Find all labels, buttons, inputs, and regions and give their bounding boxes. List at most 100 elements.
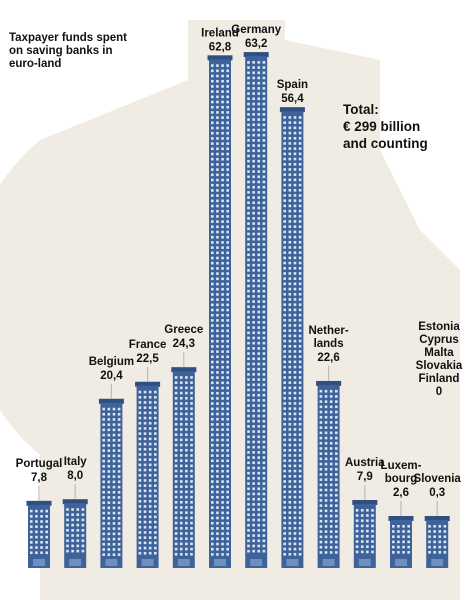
bar-window xyxy=(298,506,302,509)
bar-window xyxy=(216,90,219,93)
bar-window xyxy=(262,144,266,147)
bar-window xyxy=(247,258,250,262)
bar-window xyxy=(35,541,38,544)
bar-window xyxy=(262,191,266,194)
bar-window xyxy=(283,147,286,150)
bar-window xyxy=(211,251,214,255)
bar-window xyxy=(179,537,183,540)
bar-window xyxy=(252,497,255,501)
bar-window xyxy=(117,490,121,494)
bar-window xyxy=(293,246,297,249)
bar-window xyxy=(319,462,323,466)
bar-window xyxy=(262,471,266,475)
bar-window xyxy=(179,428,183,431)
bar-window xyxy=(366,519,369,523)
bar-window xyxy=(443,545,447,549)
bar-window xyxy=(216,428,219,431)
bar-window xyxy=(138,468,142,472)
bar-window xyxy=(247,222,250,225)
bar-window xyxy=(221,90,224,93)
bar-window xyxy=(112,485,116,489)
bar-window xyxy=(252,295,255,298)
bar-window xyxy=(252,258,255,262)
bar-window xyxy=(211,553,214,556)
bar-window xyxy=(293,204,297,208)
bar-window xyxy=(211,287,214,291)
bar-window xyxy=(211,516,214,520)
bar-window xyxy=(283,261,286,265)
bar-window xyxy=(283,402,286,405)
bar-window xyxy=(179,396,183,400)
bar-window xyxy=(71,523,74,527)
bar-window xyxy=(154,401,157,404)
bar-window xyxy=(283,162,286,166)
bar-window xyxy=(112,496,116,499)
bar-window xyxy=(298,209,302,213)
bar-window xyxy=(283,454,286,457)
bar-window xyxy=(221,475,224,478)
bar-window xyxy=(293,407,297,410)
bar-window xyxy=(107,449,111,452)
bar-window xyxy=(117,444,121,447)
bar-window xyxy=(154,473,157,477)
bar-window xyxy=(107,496,111,499)
bar-window xyxy=(138,489,142,493)
bar-window xyxy=(211,469,214,473)
bar-roof xyxy=(98,398,124,404)
bar-window xyxy=(148,416,152,420)
bar-window xyxy=(252,544,255,548)
bar-window xyxy=(257,149,261,153)
category-label-luxembourg-1: Luxem- xyxy=(381,460,422,472)
bar-window xyxy=(148,489,152,493)
bar-window xyxy=(293,183,297,187)
bar-window xyxy=(154,411,157,415)
bar-window xyxy=(324,540,328,544)
bar-window xyxy=(221,313,224,317)
bar-window xyxy=(288,324,292,327)
bar-window xyxy=(252,175,255,179)
bar-window xyxy=(148,453,152,456)
bar-window xyxy=(154,416,157,420)
bar-window xyxy=(247,310,250,314)
bar-window xyxy=(252,388,255,392)
bar-window xyxy=(252,435,255,439)
bar-window xyxy=(335,551,338,554)
bar-window xyxy=(293,324,297,327)
bar-window xyxy=(45,525,48,529)
bar-window xyxy=(329,452,333,455)
bar-window xyxy=(107,407,111,411)
bar-window xyxy=(360,535,364,538)
bar-window xyxy=(283,448,286,452)
bar-window xyxy=(262,409,266,413)
bar-window xyxy=(221,261,224,265)
bar-window xyxy=(148,447,152,451)
bar-window xyxy=(288,516,292,520)
bar-window xyxy=(293,256,297,260)
bar-window xyxy=(117,423,121,426)
bar-roof xyxy=(26,500,52,506)
bar-window xyxy=(262,451,266,454)
bar-window xyxy=(252,232,255,236)
bar-window xyxy=(102,428,105,432)
bar-window xyxy=(154,489,157,493)
bar-window xyxy=(262,97,266,101)
bar-window xyxy=(252,357,255,361)
bar-window xyxy=(288,402,292,405)
bar-window xyxy=(190,391,193,395)
bar-window xyxy=(226,64,229,67)
bar-window xyxy=(143,432,147,435)
bar-window xyxy=(293,344,297,348)
bar-window xyxy=(288,396,292,400)
bar-window xyxy=(371,540,374,543)
bar-window xyxy=(216,157,219,161)
bar-window xyxy=(221,542,224,546)
bar-window xyxy=(298,480,302,483)
bar-window xyxy=(257,81,261,85)
bar-window xyxy=(283,438,286,442)
bar-window xyxy=(438,525,442,528)
bar-window xyxy=(319,421,323,424)
bar-window xyxy=(226,516,229,520)
bar-window xyxy=(247,217,250,220)
bar-window xyxy=(112,423,116,426)
bar-body xyxy=(317,384,340,568)
